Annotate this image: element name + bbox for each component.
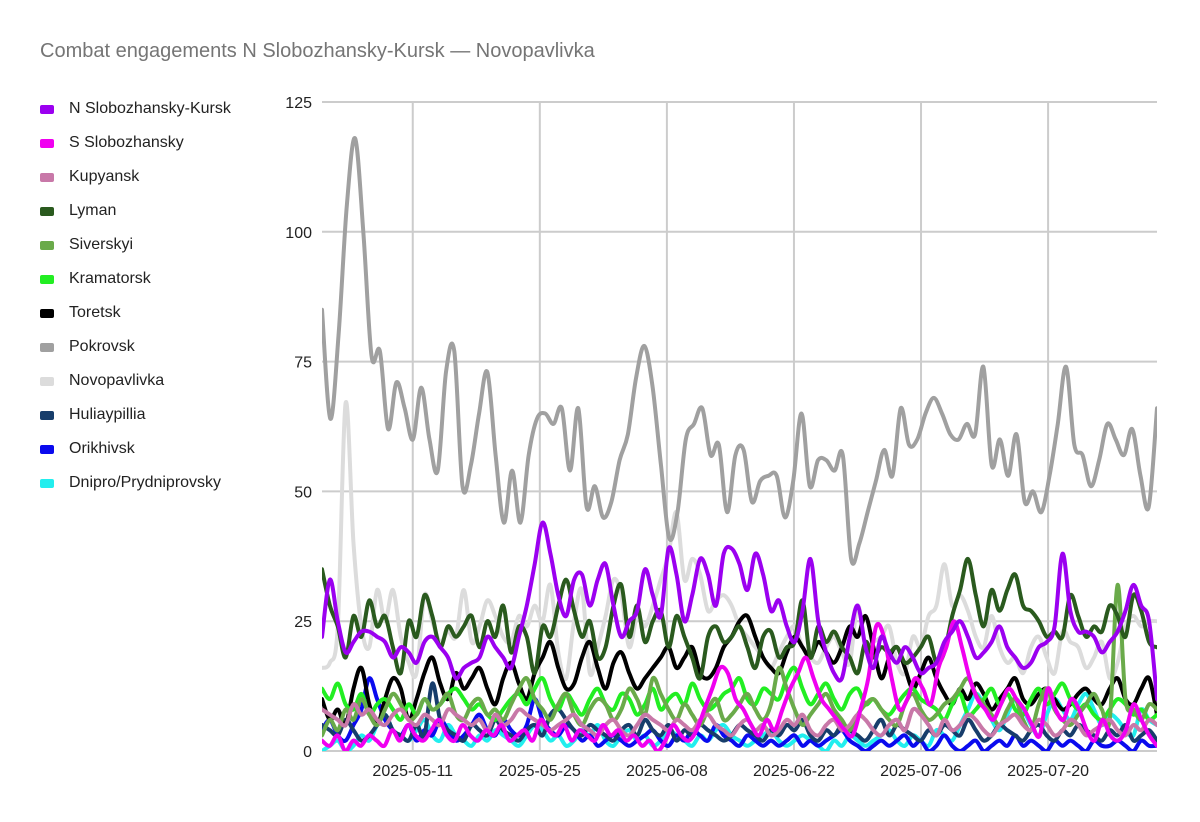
legend-swatch	[40, 104, 54, 114]
y-tick-label: 50	[294, 484, 312, 501]
legend-item-s-slobozhansky: S Slobozhansky	[40, 126, 280, 160]
legend-item-toretsk: Toretsk	[40, 296, 280, 330]
series-line-kupyansk	[322, 702, 1157, 738]
x-tick-label: 2025-05-25	[499, 763, 581, 780]
legend-swatch	[40, 206, 54, 216]
legend-swatch	[40, 444, 54, 454]
legend-swatch	[40, 138, 54, 148]
legend-label: Dnipro/Prydniprovsky	[69, 474, 222, 491]
legend-item-kramatorsk: Kramatorsk	[40, 262, 280, 296]
legend-item-kupyansk: Kupyansk	[40, 160, 280, 194]
legend-item-pokrovsk: Pokrovsk	[40, 330, 280, 364]
legend-swatch	[40, 478, 54, 488]
legend-swatch	[40, 274, 54, 284]
series-line-s-slobozhansky	[322, 619, 1157, 751]
legend-label: Toretsk	[69, 304, 121, 321]
legend-swatch	[40, 376, 54, 386]
series-line-pokrovsk	[322, 136, 1157, 566]
legend-label: N Slobozhansky-Kursk	[69, 100, 231, 117]
legend-item-siverskyi: Siverskyi	[40, 228, 280, 262]
legend-label: Lyman	[69, 202, 117, 219]
legend-label: Kramatorsk	[69, 270, 151, 287]
y-tick-label: 0	[303, 744, 312, 761]
y-tick-label: 100	[285, 225, 312, 242]
y-tick-label: 125	[285, 95, 312, 112]
series-group	[322, 136, 1157, 751]
series-line-toretsk	[322, 613, 1157, 728]
legend-item-novopavlivka: Novopavlivka	[40, 364, 280, 398]
legend-swatch	[40, 342, 54, 352]
y-tick-label: 75	[294, 355, 312, 372]
legend-label: Orikhivsk	[69, 440, 135, 457]
legend-label: Novopavlivka	[69, 372, 165, 389]
legend-label: S Slobozhansky	[69, 134, 184, 151]
y-tick-label: 25	[294, 614, 312, 631]
legend-item-n-slobozhansky-kursk: N Slobozhansky-Kursk	[40, 92, 280, 126]
x-tick-label: 2025-07-06	[880, 763, 962, 780]
legend-swatch	[40, 410, 54, 420]
legend-label: Kupyansk	[69, 168, 140, 185]
legend-item-dnipro-prydniprovsky: Dnipro/Prydniprovsky	[40, 466, 280, 500]
legend-item-orikhivsk: Orikhivsk	[40, 432, 280, 466]
x-tick-label: 2025-07-20	[1007, 763, 1089, 780]
chart-title: Combat engagements N Slobozhansky-Kursk …	[40, 40, 595, 62]
series-line-kramatorsk	[322, 665, 1157, 722]
legend: N Slobozhansky-Kursk S Slobozhansky Kupyan…	[40, 92, 280, 500]
legend-swatch	[40, 172, 54, 182]
series-line-n-slobozhansky-kursk	[322, 520, 1157, 702]
legend-swatch	[40, 240, 54, 250]
series-line-lyman	[322, 556, 1157, 681]
legend-label: Pokrovsk	[69, 338, 135, 355]
x-tick-label: 2025-05-11	[372, 763, 453, 780]
x-tick-label: 2025-06-22	[753, 763, 835, 780]
legend-label: Huliaypillia	[69, 406, 146, 423]
legend-label: Siverskyi	[69, 236, 134, 253]
legend-swatch	[40, 308, 54, 318]
legend-item-huliaypillia: Huliaypillia	[40, 398, 280, 432]
x-tick-label: 2025-06-08	[626, 763, 708, 780]
legend-item-lyman: Lyman	[40, 194, 280, 228]
